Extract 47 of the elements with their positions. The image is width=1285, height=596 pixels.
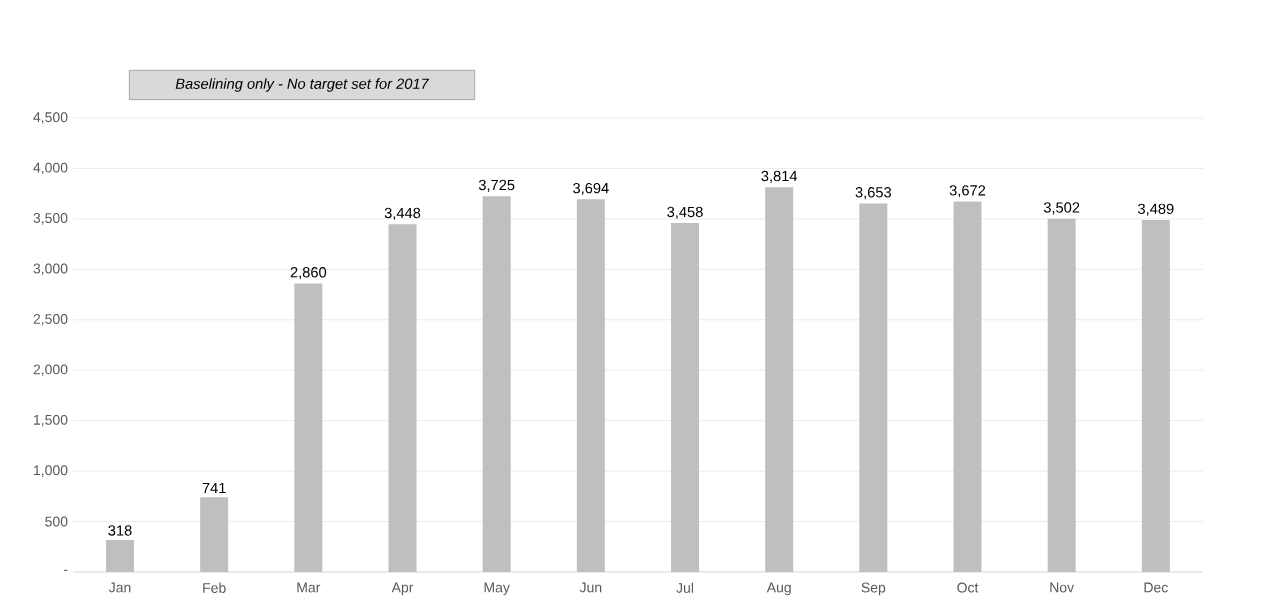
bar <box>859 203 888 572</box>
y-tick-label: 3,000 <box>33 263 68 276</box>
x-tick-label: Jan <box>108 582 131 593</box>
text: Baselining only - No target set for 2017 <box>175 78 430 92</box>
data-label: 3,694 <box>573 182 609 196</box>
data-label: 3,672 <box>949 185 986 198</box>
data-label: 3,502 <box>1043 202 1080 215</box>
data-label: 3,814 <box>761 170 798 183</box>
x-tick-label: Aug <box>766 582 791 596</box>
x-tick-label: Oct <box>957 582 979 593</box>
data-label: 2,860 <box>290 267 327 280</box>
bar <box>671 223 700 572</box>
y-tick-label: 4,000 <box>33 162 68 175</box>
bar <box>106 539 135 572</box>
x-tick-label: Mar <box>297 582 321 593</box>
data-label: 3,653 <box>855 187 892 200</box>
y-tick-label: 2,000 <box>33 364 68 377</box>
data-label: 741 <box>202 482 226 493</box>
y-tick-label: 1,500 <box>34 414 68 427</box>
x-tick-label: Sep <box>861 582 886 596</box>
bar <box>953 201 982 572</box>
bar <box>294 283 323 572</box>
bar <box>1047 218 1076 572</box>
bar <box>388 224 417 572</box>
y-tick-label: 3,500 <box>33 213 68 225</box>
y-tick-label: - <box>63 569 68 571</box>
data-label: 3,489 <box>1138 203 1174 216</box>
bar <box>1141 219 1170 572</box>
bar <box>482 196 511 572</box>
y-tick-label: 2,500 <box>33 314 68 326</box>
data-label: 3,725 <box>478 179 515 192</box>
x-tick-label: Jun <box>579 582 602 593</box>
y-tick-label: 1,000 <box>34 465 68 477</box>
bar <box>765 187 794 572</box>
bar <box>576 199 605 572</box>
data-label: 3,448 <box>384 207 421 220</box>
data-label: 3,458 <box>667 206 703 219</box>
x-tick-label: May <box>484 582 510 596</box>
x-tick-label: Feb <box>203 582 226 593</box>
data-label: 318 <box>108 525 132 536</box>
x-tick-label: Nov <box>1050 582 1075 593</box>
y-tick-label: 500 <box>45 516 68 527</box>
x-tick-label: Jul <box>676 582 694 593</box>
x-tick-label: Dec <box>1144 582 1168 593</box>
bar <box>200 497 229 572</box>
x-tick-label: Apr <box>391 582 414 596</box>
y-tick-label: 4,500 <box>33 112 68 124</box>
